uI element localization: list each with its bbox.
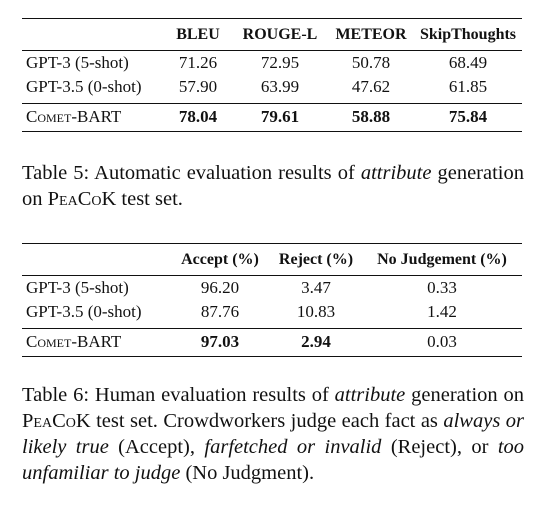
table-5-header-bleu: BLEU [176,25,220,43]
dataset-name: PeaCoK [22,410,91,432]
rouge-l-value: 79.61 [260,107,300,126]
table-6-header-row: Accept (%) Reject (%) No Judgement (%) [22,243,522,276]
caption-emphasis: attribute [360,162,432,184]
table-5-header-system [22,19,164,51]
skipthoughts-value: 75.84 [448,107,488,126]
skipthoughts-value: 61.85 [448,76,488,96]
accept-value: 97.03 [200,332,240,351]
reject-value: 10.83 [296,301,336,321]
caption-emphasis: farfetched or invalid [204,436,382,458]
table-6-header-no-judgement: No Judgement (%) [377,250,507,268]
reject-value: 2.94 [301,332,331,351]
caption-text: generation on [22,162,524,210]
table-row-best: Comet-BART 78.04 79.61 58.88 75.84 [22,103,522,131]
table-5-header-row: BLEU ROUGE-L METEOR SkipThoughts [22,18,522,51]
no-judgement-value: 0.03 [427,332,457,351]
meteor-value: 58.88 [351,107,391,126]
rouge-l-value: 72.95 [260,52,300,72]
system-name: Comet-BART [26,332,122,351]
caption-text: (Accept), [108,436,205,458]
system-name: GPT-3.5 (0-shot) [26,76,142,96]
system-name: GPT-3 (5-shot) [26,52,129,72]
caption-emphasis: attribute [334,384,406,406]
dataset-name: PeaCoK [47,188,117,210]
caption-emphasis: too unfamiliar to judge [22,436,525,484]
bleu-value: 57.90 [178,76,218,96]
table-row: GPT-3.5 (0-shot) 57.90 63.99 47.62 61.85 [22,75,522,99]
bleu-value: 71.26 [178,52,218,72]
caption-text: Table 5: Automatic evaluation results of [22,162,361,184]
table-5-caption: Table 5: Automatic evaluation results of… [22,160,524,212]
caption-emphasis: always or likely true [22,410,524,458]
bleu-value: 78.04 [178,107,218,126]
no-judgement-value: 1.42 [427,301,457,321]
reject-value: 3.47 [301,277,331,297]
table-5: BLEU ROUGE-L METEOR SkipThoughts GPT-3 (… [22,18,522,132]
table-6: Accept (%) Reject (%) No Judgement (%) G… [22,243,522,357]
accept-value: 96.20 [200,277,240,297]
rouge-l-value: 63.99 [260,76,300,96]
table-row-best: Comet-BART 97.03 2.94 0.03 [22,328,522,356]
meteor-value: 47.62 [351,76,391,96]
caption-text: generation on [405,384,524,406]
caption-text: (No Judgment). [180,462,315,484]
system-name: Comet-BART [26,107,122,126]
table-6-caption: Table 6: Human evaluation results of att… [22,382,524,486]
system-name: GPT-3 (5-shot) [26,277,129,297]
table-5-header-meteor: METEOR [335,25,407,43]
caption-text: (Reject), or [381,436,498,458]
system-name: GPT-3.5 (0-shot) [26,301,142,321]
accept-value: 87.76 [200,301,240,321]
caption-text: test set. Crowdworkers judge each fact a… [90,410,444,432]
table-5-header-skipthoughts: SkipThoughts [419,25,517,43]
table-row: GPT-3 (5-shot) 71.26 72.95 50.78 68.49 [22,50,522,75]
no-judgement-value: 0.33 [427,277,457,297]
caption-text: test set. [116,188,183,210]
table-row: GPT-3.5 (0-shot) 87.76 10.83 1.42 [22,300,522,324]
table-6-header-accept: Accept (%) [181,250,259,268]
table-5-header-rouge-l: ROUGE-L [242,25,318,43]
table-6-header-reject: Reject (%) [278,250,354,268]
caption-text: Table 6: Human evaluation results of [22,384,335,406]
table-6-header-system [22,244,170,276]
meteor-value: 50.78 [351,52,391,72]
table-row: GPT-3 (5-shot) 96.20 3.47 0.33 [22,275,522,300]
skipthoughts-value: 68.49 [448,52,488,72]
